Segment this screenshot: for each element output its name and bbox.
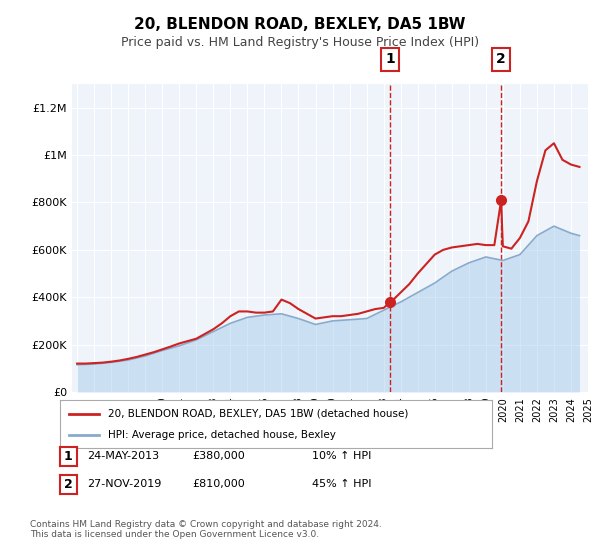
Text: 1: 1	[64, 450, 73, 463]
Text: Contains HM Land Registry data © Crown copyright and database right 2024.
This d: Contains HM Land Registry data © Crown c…	[30, 520, 382, 539]
Text: 27-NOV-2019: 27-NOV-2019	[87, 479, 161, 489]
Text: HPI: Average price, detached house, Bexley: HPI: Average price, detached house, Bexl…	[107, 430, 335, 440]
Text: Price paid vs. HM Land Registry's House Price Index (HPI): Price paid vs. HM Land Registry's House …	[121, 36, 479, 49]
Text: 2: 2	[496, 52, 506, 66]
Text: 20, BLENDON ROAD, BEXLEY, DA5 1BW: 20, BLENDON ROAD, BEXLEY, DA5 1BW	[134, 17, 466, 32]
Text: 20, BLENDON ROAD, BEXLEY, DA5 1BW (detached house): 20, BLENDON ROAD, BEXLEY, DA5 1BW (detac…	[107, 409, 408, 419]
Text: 45% ↑ HPI: 45% ↑ HPI	[312, 479, 371, 489]
Text: £380,000: £380,000	[192, 451, 245, 461]
Text: 2: 2	[64, 478, 73, 491]
Text: 1: 1	[386, 52, 395, 66]
Text: 10% ↑ HPI: 10% ↑ HPI	[312, 451, 371, 461]
Text: 24-MAY-2013: 24-MAY-2013	[87, 451, 159, 461]
Text: £810,000: £810,000	[192, 479, 245, 489]
